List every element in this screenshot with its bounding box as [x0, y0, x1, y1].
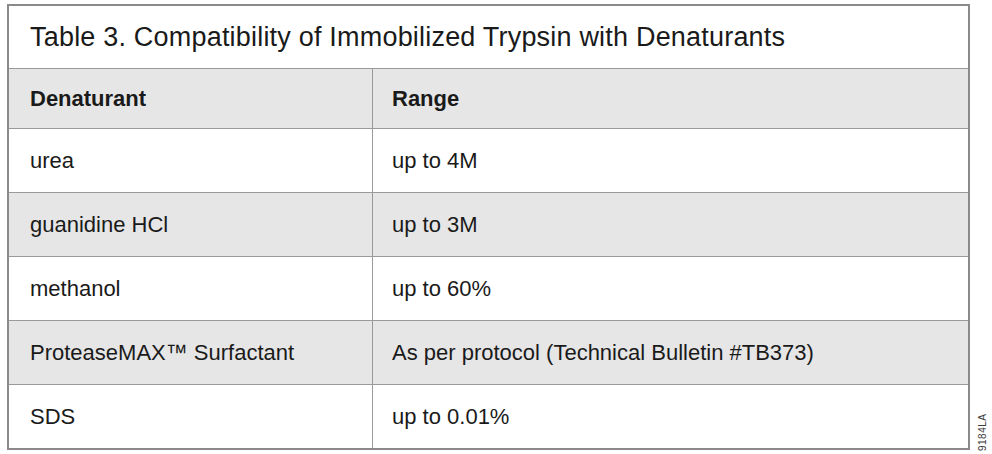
cell-denaturant: ProteaseMAX™ Surfactant — [9, 321, 373, 384]
table-row: urea up to 4M — [9, 128, 968, 192]
compatibility-table: Table 3. Compatibility of Immobilized Tr… — [7, 4, 970, 450]
cell-range: up to 3M — [373, 193, 968, 256]
cell-range: As per protocol (Technical Bulletin #TB3… — [373, 321, 968, 384]
header-cell-denaturant: Denaturant — [9, 69, 373, 128]
cell-range: up to 4M — [373, 129, 968, 192]
cell-range: up to 60% — [373, 257, 968, 320]
table-row: guanidine HCl up to 3M — [9, 192, 968, 256]
cell-denaturant: urea — [9, 129, 373, 192]
table-row: methanol up to 60% — [9, 256, 968, 320]
header-cell-range: Range — [373, 69, 968, 128]
cell-denaturant: guanidine HCl — [9, 193, 373, 256]
table-title: Table 3. Compatibility of Immobilized Tr… — [9, 6, 968, 68]
table-header-row: Denaturant Range — [9, 68, 968, 128]
table-row: SDS up to 0.01% — [9, 384, 968, 448]
part-number-vertical-label: 9184LA — [977, 414, 988, 451]
cell-denaturant: methanol — [9, 257, 373, 320]
cell-range: up to 0.01% — [373, 385, 968, 448]
cell-denaturant: SDS — [9, 385, 373, 448]
table-row: ProteaseMAX™ Surfactant As per protocol … — [9, 320, 968, 384]
document-page: Table 3. Compatibility of Immobilized Tr… — [0, 0, 992, 454]
